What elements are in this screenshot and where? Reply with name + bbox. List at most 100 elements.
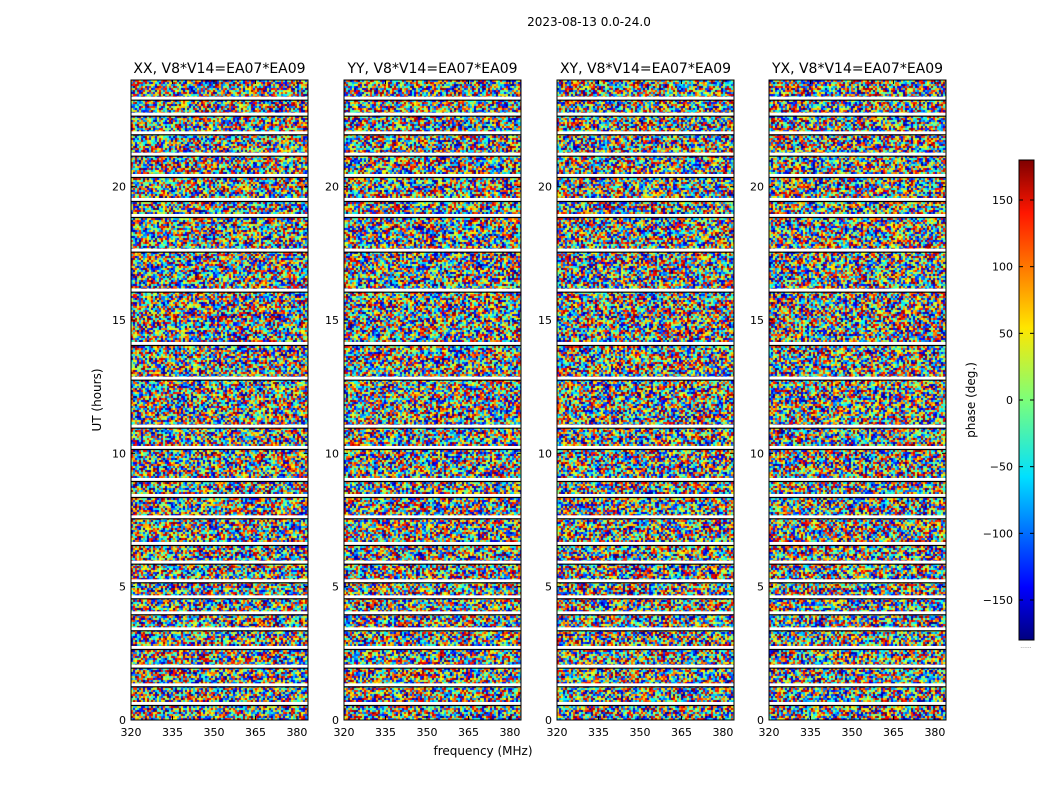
flagged-row: [131, 579, 308, 583]
y-tick-label: 5: [332, 581, 339, 594]
panel-title: XY, V8*V14=EA07*EA09: [560, 61, 731, 77]
flagged-row: [131, 702, 308, 705]
flagged-row: [557, 248, 734, 252]
flagged-row: [769, 515, 946, 519]
flagged-row: [557, 424, 734, 428]
flagged-row: [769, 214, 946, 217]
flagged-row: [344, 376, 521, 380]
panel-title: XX, V8*V14=EA07*EA09: [133, 61, 305, 77]
flagged-row: [557, 198, 734, 201]
x-tick-label: 320: [121, 726, 142, 739]
flagged-row: [557, 214, 734, 217]
flagged-row: [131, 664, 308, 668]
flagged-row: [769, 560, 946, 564]
flagged-row: [769, 446, 946, 449]
figure-suptitle: 2023-08-13 0.0-24.0: [527, 15, 651, 29]
flagged-row: [769, 96, 946, 100]
flagged-row: [131, 683, 308, 687]
colorbar-tick-label: 100: [992, 261, 1013, 274]
flagged-row: [769, 627, 946, 631]
flagged-row: [344, 683, 521, 687]
flagged-row: [131, 198, 308, 201]
flagged-row: [344, 560, 521, 564]
y-tick-label: 0: [332, 714, 339, 727]
y-tick-label: 5: [545, 581, 552, 594]
colorbar-tick-label: 50: [999, 327, 1013, 340]
colorbar-label: phase (deg.): [964, 362, 978, 438]
y-tick-label: 15: [750, 314, 764, 327]
panel-yx: YX, V8*V14=EA07*EA09 320 335 350 365 380 0 5 10 1…: [750, 61, 947, 739]
x-tick-label: 320: [547, 726, 568, 739]
flagged-row: [344, 627, 521, 631]
flagged-row: [557, 446, 734, 449]
flagged-row: [769, 424, 946, 428]
colorbar-tick-label: 150: [992, 194, 1013, 207]
flagged-row: [131, 611, 308, 615]
flagged-row: [769, 702, 946, 705]
flagged-row: [344, 446, 521, 449]
flagged-row: [131, 446, 308, 449]
flagged-row: [557, 611, 734, 615]
flagged-row: [344, 664, 521, 668]
axes-frame: [343, 79, 522, 721]
flagged-row: [557, 683, 734, 687]
flagged-row: [131, 627, 308, 631]
flagged-row: [769, 376, 946, 380]
flagged-row: [557, 664, 734, 668]
y-tick-label: 10: [538, 447, 552, 460]
y-tick-label: 10: [750, 447, 764, 460]
y-tick-label: 20: [750, 181, 764, 194]
x-tick-label: 380: [286, 726, 307, 739]
flagged-row: [557, 494, 734, 497]
flagged-row: [131, 131, 308, 135]
x-tick-label: 320: [334, 726, 355, 739]
flagged-row: [344, 494, 521, 497]
y-tick-label: 15: [538, 314, 552, 327]
flagged-row: [344, 174, 521, 177]
colorbar: 150 100 50 0 −50 −100 −150 phase (deg.) ......: [964, 159, 1035, 650]
flagged-row: [344, 96, 521, 100]
flagged-row: [769, 683, 946, 687]
y-tick-label: 15: [112, 314, 126, 327]
y-tick-label: 0: [119, 714, 126, 727]
x-tick-label: 365: [458, 726, 479, 739]
colorbar-footnote: ......: [1020, 643, 1032, 650]
flagged-row: [131, 376, 308, 380]
x-tick-label: 380: [924, 726, 945, 739]
colorbar-ticks: 150 100 50 0 −50 −100 −150: [983, 194, 1034, 607]
flagged-row: [344, 542, 521, 545]
y-tick-label: 5: [757, 581, 764, 594]
flagged-row: [557, 376, 734, 380]
flagged-row: [344, 112, 521, 116]
colorbar-tick-label: 0: [1006, 394, 1013, 407]
x-tick-label: 380: [499, 726, 520, 739]
flagged-row: [344, 214, 521, 217]
x-tick-label: 320: [759, 726, 780, 739]
flagged-row: [769, 646, 946, 649]
x-tick-label: 380: [712, 726, 733, 739]
flagged-row: [131, 174, 308, 177]
flagged-row: [557, 595, 734, 599]
flagged-row: [131, 494, 308, 497]
flagged-row: [344, 646, 521, 649]
flagged-row: [769, 288, 946, 292]
flagged-row: [131, 342, 308, 345]
axes-frame: [130, 79, 309, 721]
y-tick-label: 0: [757, 714, 764, 727]
flagged-row: [131, 152, 308, 156]
flagged-row: [344, 288, 521, 292]
flagged-row: [131, 560, 308, 564]
flagged-row: [344, 131, 521, 135]
flagged-row: [131, 96, 308, 100]
flagged-row: [344, 579, 521, 583]
x-tick-label: 335: [800, 726, 821, 739]
flagged-row: [557, 112, 734, 116]
flagged-row: [769, 248, 946, 252]
flagged-row: [557, 131, 734, 135]
colorbar-tick-label: −100: [983, 527, 1013, 540]
flagged-row: [131, 288, 308, 292]
flagged-row: [769, 494, 946, 497]
flagged-row: [131, 424, 308, 428]
flagged-row: [769, 198, 946, 201]
